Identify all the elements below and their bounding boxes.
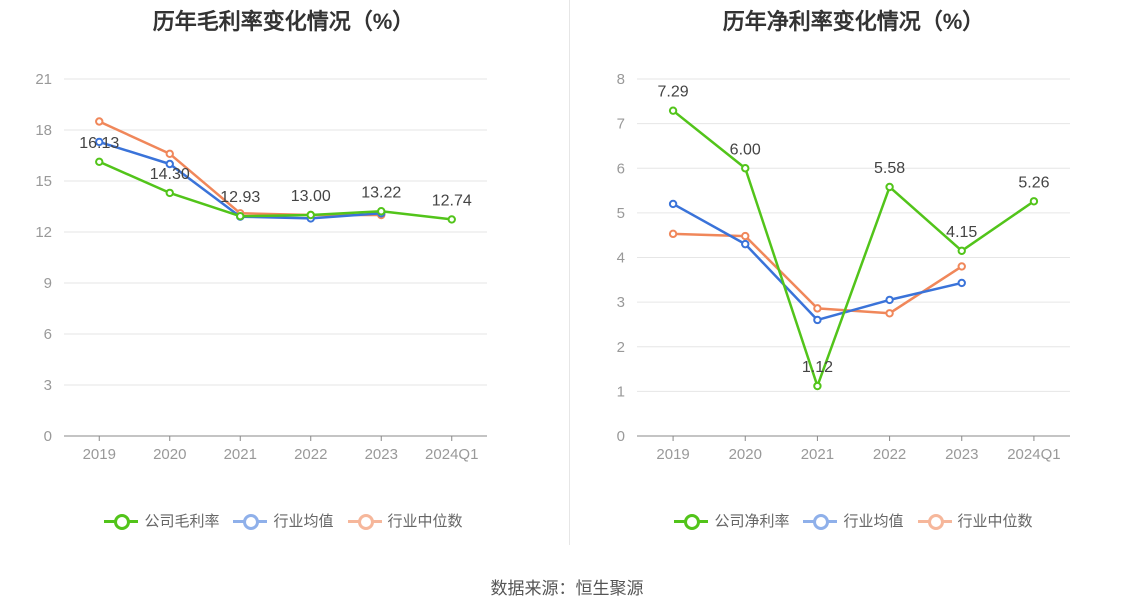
data-label: 4.15: [946, 224, 977, 241]
y-tick-label: 18: [35, 122, 52, 139]
data-point-avg: [885, 295, 894, 305]
data-label: 13.00: [291, 188, 331, 205]
legend: 公司净利率 行业均值 行业中位数: [570, 510, 1134, 531]
data-point-avg: [668, 199, 678, 209]
y-tick-label: 15: [35, 173, 52, 190]
series-line-company: [672, 109, 1035, 388]
legend-item-avg[interactable]: 行业均值: [233, 510, 334, 531]
x-tick-label: 2020: [153, 446, 186, 463]
series-line-median: [673, 232, 963, 315]
data-point-median: [668, 229, 678, 239]
y-tick-label: 0: [617, 428, 625, 445]
data-point-median: [885, 309, 894, 318]
x-tick-label: 2020: [729, 446, 762, 463]
x-tick-label: 2022: [294, 446, 327, 463]
data-point-company: [236, 211, 245, 221]
panel-divider: [569, 0, 570, 545]
y-tick-label: 9: [44, 275, 52, 292]
data-point-median: [741, 231, 750, 241]
y-tick-label: 12: [35, 224, 52, 241]
x-tick-label: 2019: [656, 446, 689, 463]
chart-title: 历年净利率变化情况（%）: [722, 9, 985, 34]
y-tick-label: 7: [617, 116, 625, 133]
data-point-company: [95, 157, 104, 166]
legend-item-avg[interactable]: 行业均值: [803, 510, 904, 531]
data-label: 12.74: [432, 192, 472, 209]
legend-item-company[interactable]: 公司毛利率: [104, 510, 219, 531]
net-margin-panel: 历年净利率变化情况（%） 0 1 2 3 4 5 6 7 8 2019 2020 2021 2022 20…: [570, 0, 1134, 560]
x-tick-label: 2021: [801, 446, 834, 463]
data-point-avg: [741, 239, 750, 249]
legend: 公司毛利率 行业均值 行业中位数: [0, 510, 567, 531]
legend-marker-avg: [803, 513, 838, 530]
legend-marker-company: [674, 513, 709, 530]
x-tick-label: 2023: [365, 446, 398, 463]
data-point-avg: [165, 159, 174, 169]
data-label: 7.29: [658, 84, 689, 101]
net-margin-chart: 0 1 2 3 4 5 6 7 8 2019 2020 2021 2022 2023 2024Q1 7.29 6…: [617, 71, 1070, 463]
series-line-company: [98, 160, 452, 221]
data-point-company: [165, 188, 174, 198]
data-point-company: [668, 106, 678, 115]
data-label: 14.30: [150, 166, 190, 183]
data-point-avg: [957, 278, 966, 288]
gross-margin-chart: 0 3 6 9 12 15 18 21 2019 2020 2021 2022 2023 2024Q1 16…: [35, 71, 487, 463]
data-point-company: [377, 207, 386, 216]
data-point-company: [885, 182, 894, 192]
data-point-company: [306, 210, 315, 220]
data-label: 12.93: [220, 189, 260, 206]
legend-item-median[interactable]: 行业中位数: [917, 510, 1033, 531]
legend-label: 公司净利率: [714, 513, 790, 530]
y-tick-label: 4: [617, 250, 625, 267]
data-point-median: [165, 149, 174, 159]
y-tick-label: 2: [617, 339, 625, 356]
x-tick-label: 2021: [224, 446, 257, 463]
legend-marker-avg: [233, 513, 268, 530]
data-label: 6.00: [730, 141, 761, 158]
legend-marker-median: [347, 513, 382, 530]
data-point-company: [447, 215, 456, 224]
legend-label: 行业均值: [843, 513, 904, 530]
y-tick-label: 3: [617, 294, 625, 311]
x-tick-label: 2022: [873, 446, 906, 463]
x-tick-label: 2024Q1: [1007, 446, 1060, 463]
y-tick-label: 8: [617, 71, 625, 88]
legend-marker-median: [917, 513, 952, 530]
data-point-median: [813, 304, 822, 313]
y-tick-label: 0: [44, 428, 52, 445]
y-tick-label: 3: [44, 377, 52, 394]
data-label: 5.26: [1018, 174, 1049, 191]
legend-item-median[interactable]: 行业中位数: [347, 510, 463, 531]
data-point-company: [957, 246, 966, 256]
legend-marker-company: [104, 513, 139, 530]
data-source: 数据来源：恒生聚源: [490, 579, 644, 598]
y-tick-label: 21: [35, 71, 52, 88]
gross-margin-panel: 历年毛利率变化情况（%） 0 3 6 9 12 15 18 21 2019 2020 2021 202…: [0, 0, 567, 560]
data-label: 16.13: [79, 135, 119, 152]
y-tick-label: 1: [617, 383, 625, 400]
x-tick-label: 2024Q1: [425, 446, 478, 463]
y-tick-label: 6: [617, 160, 625, 177]
data-label: 13.22: [361, 184, 401, 201]
data-point-company: [1029, 197, 1039, 206]
data-label: 5.58: [874, 160, 905, 177]
data-point-median: [95, 117, 104, 126]
y-tick-label: 5: [617, 205, 625, 222]
x-tick-label: 2023: [945, 446, 978, 463]
x-tick-label: 2019: [83, 446, 116, 463]
legend-item-company[interactable]: 公司净利率: [674, 510, 789, 531]
y-tick-label: 6: [44, 326, 52, 343]
data-point-median: [957, 262, 966, 271]
chart-title: 历年毛利率变化情况（%）: [152, 9, 415, 34]
data-label: 1.12: [802, 359, 833, 376]
legend-label: 行业中位数: [957, 513, 1033, 530]
data-point-company: [741, 164, 750, 173]
legend-label: 行业中位数: [387, 513, 463, 530]
data-point-avg: [813, 315, 822, 325]
data-point-avg: [95, 137, 104, 147]
legend-label: 公司毛利率: [144, 513, 220, 530]
legend-label: 行业均值: [273, 513, 334, 530]
data-point-company: [813, 381, 822, 391]
